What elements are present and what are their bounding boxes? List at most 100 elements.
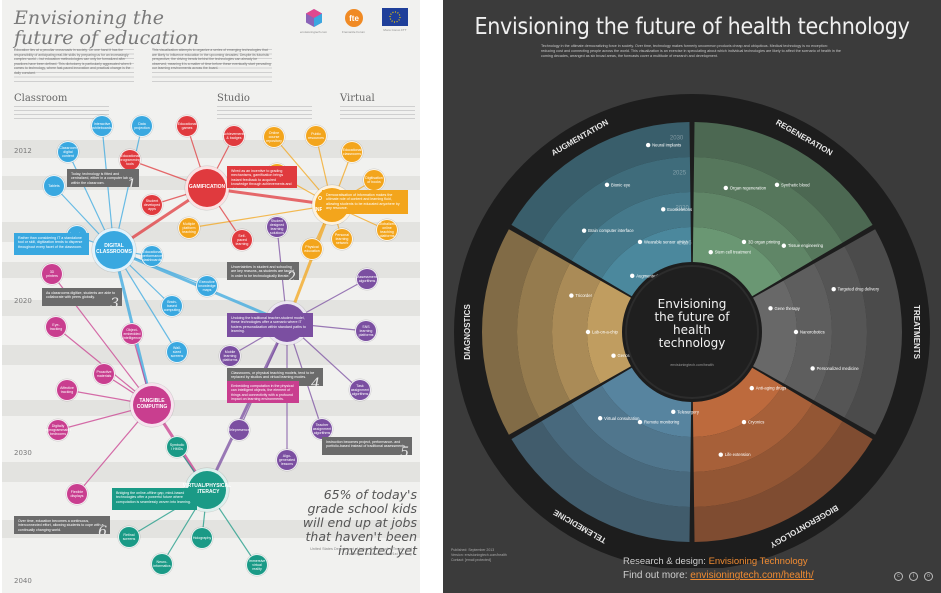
connection-line [188,204,333,229]
item-dot [645,142,651,148]
sector-band [571,385,691,472]
item-dot [637,239,643,245]
callout-text: As classrooms digitize, students are abl… [46,291,116,300]
education-infographic: Envisioning the future of education tech… [2,0,420,593]
annotation-callout: Instruction becomes project, performance… [322,437,412,455]
technology-node: Digitisation of books [363,169,385,191]
technology-node: Proactive materials [93,363,115,385]
center-title-line: health [673,323,711,337]
meta-published: Published: September 2013 [451,548,495,552]
annotation-callout: Bridging the online-offline gap, mind-ba… [112,488,197,510]
callout-text: Bridging the online-offline gap, mind-ba… [116,491,191,504]
logo-fremantle: fte Fremantle Forum [342,8,365,34]
callout-text: Uncertainties in student and schooling a… [231,265,295,278]
item-dot [581,228,587,233]
sector-band [601,227,692,297]
technology-node: Educational classrooms [341,141,363,163]
technology-node: Multiple platform teaching [178,217,200,239]
technology-node: Classroom digital content [57,141,79,163]
sector-band [844,229,902,435]
technology-node: Online course repository [263,126,285,148]
technology-node: Wall-sized screens [166,341,188,363]
technology-node: SNS learning platforms [355,320,377,342]
technology-node: 3D printers [41,263,63,285]
center-url: envisioningtech.com/health [670,363,713,367]
creative-commons-icon: c [894,572,903,581]
sector-band [692,367,783,437]
sector-band [552,263,601,401]
fte-logo-icon: fte [344,9,363,27]
sector-band [601,367,692,437]
meta-contact: Contact: [email protected] [451,558,491,562]
technology-node: Telepresence [228,419,250,441]
attribution-icon: i [909,572,918,581]
callout-number: 1 [127,176,136,187]
sector-label: TREATMENTS [912,305,921,360]
callout-text: Rather than considering IT a standalone … [18,236,83,249]
callout-number: 5 [400,444,409,455]
item-label: Life extension [725,452,752,457]
item-dot [585,329,591,335]
item-dot [604,182,610,187]
center-title-line: Envisioning [658,297,727,311]
center-title-line: technology [659,336,726,350]
sector-band [753,280,797,384]
sector-band [814,246,867,418]
timeline-band [2,345,420,365]
intro-text-right: This visualization attempts to organize … [152,48,272,82]
callout-text: Embedding computation in the physical ca… [231,384,294,402]
item-dot [708,249,713,255]
item-label: Anti-aging drugs [756,386,787,391]
sector-band [482,229,540,435]
svg-text:fte: fte [349,14,359,23]
hub-node: TANGIBLE COMPUTING [130,383,174,427]
callout-text: Wired as an incentive to grading mechani… [231,169,292,188]
share-alike-icon: o [924,572,933,581]
item-label: Augmented reality [636,273,671,278]
research-label: Research & design: [623,556,706,567]
technology-node: Educational games [176,115,198,137]
annotation-callout: Today, technology is fitted and centrali… [67,169,139,187]
sector-band [694,421,873,542]
technology-node: Affective tracking [56,379,78,401]
technology-node: Neuro-informatics [151,553,173,575]
item-label: Gene therapy [775,306,801,311]
annotation-callout: Democratisation of information makes the… [322,190,408,214]
ring-year-label: 2025 [673,171,687,177]
callout-text: Undoing the traditional teacher-student … [231,316,306,334]
technology-node: Interactive whiteboards [91,115,113,137]
find-more-link[interactable]: envisioningtech.com/health/ [690,570,814,581]
item-dot [723,185,728,191]
item-label: Personalized medicine [817,366,860,371]
technology-node: Retinal screens [118,526,140,548]
technology-node: Assessment algorithms [356,268,378,290]
technology-node: Digitally reprogrammable bedrooms [45,419,71,441]
callout-text: Instruction becomes project, performance… [326,440,406,449]
health-infographic: Envisioning the future of health technol… [443,0,941,593]
sector-band [693,157,843,261]
sector-band [511,421,690,542]
item-dot [741,419,747,425]
column-heading-studio: Studio [217,93,250,104]
item-dot [781,243,787,248]
technology-node: Student designed learning solutions [266,216,288,238]
item-dot [774,182,780,187]
find-more-label: Find out more: [623,570,688,581]
logo-caption: Mons Convo FTT [383,28,407,32]
year-label: 2012 [14,147,32,155]
column-heading-classroom: Classroom [14,93,68,104]
item-dot [793,329,799,335]
quote-text: 65% of today's grade school kids will en… [302,487,417,558]
item-dot [630,273,635,279]
item-dot [831,287,836,292]
technology-node: Flexible displays [66,483,88,505]
callout-number: 2 [287,269,296,280]
annotation-callout: Embedding computation in the physical ca… [227,381,299,403]
column-subtitle [14,105,109,119]
technology-node: Object-embedded intelligence [121,323,143,345]
technology-node: Executive knowledge maps [196,275,218,297]
annotation-callout: Uncertainties in student and schooling a… [227,262,299,280]
technology-node: Tablets [43,175,65,197]
column-subtitle [340,105,415,119]
